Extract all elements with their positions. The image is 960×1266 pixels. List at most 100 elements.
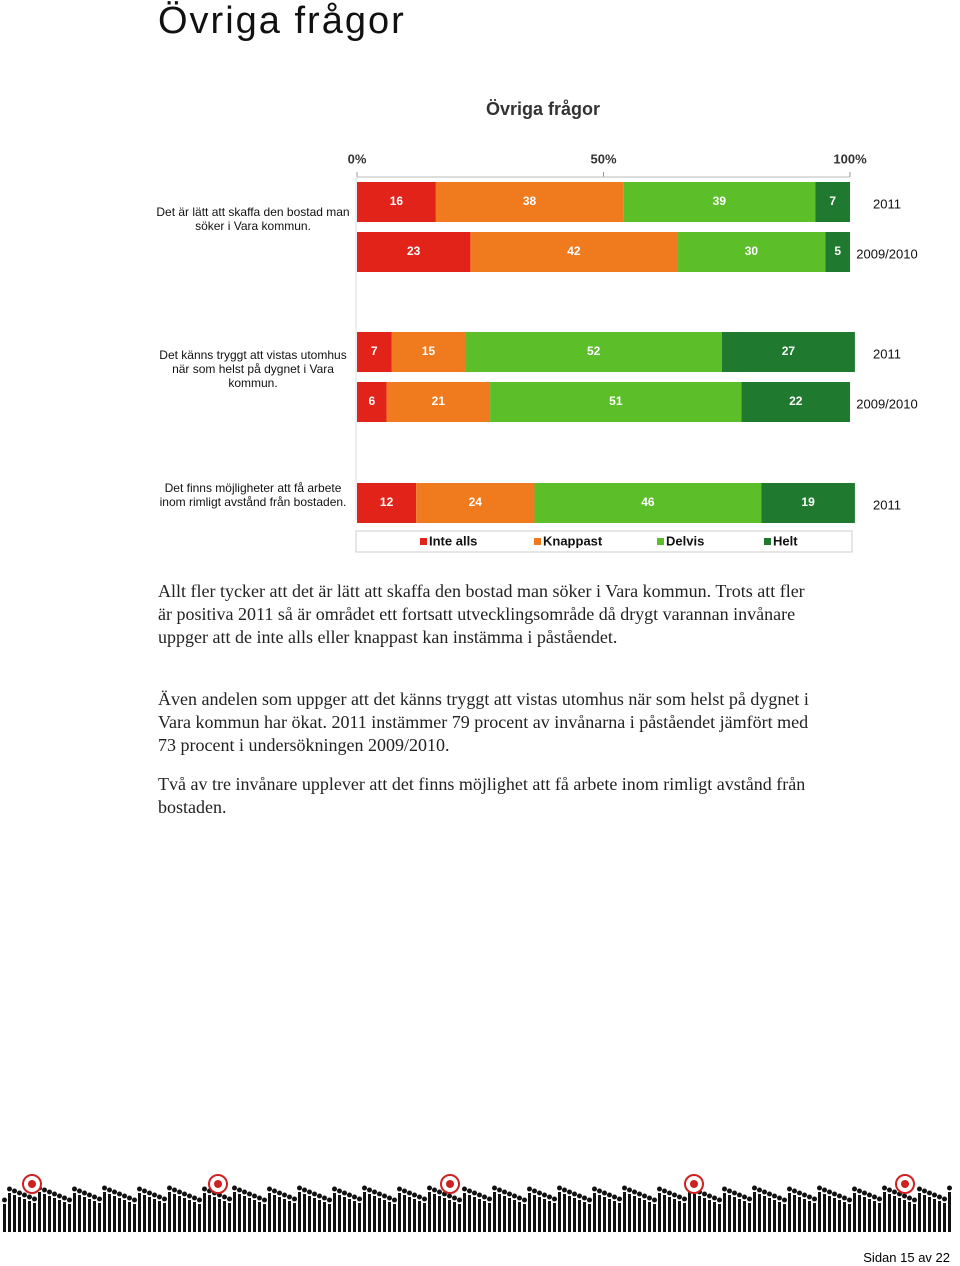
- silhouette: [868, 1199, 871, 1232]
- silhouette: [23, 1199, 26, 1232]
- silhouette-head: [637, 1191, 642, 1197]
- bar-segment: [470, 232, 678, 272]
- silhouette-head: [57, 1193, 62, 1199]
- data-label: 42: [567, 244, 581, 258]
- silhouette-head: [417, 1194, 422, 1200]
- silhouette-head: [842, 1195, 847, 1201]
- legend-swatch: [657, 538, 664, 545]
- silhouette: [138, 1193, 141, 1232]
- silhouette-head: [267, 1186, 272, 1192]
- data-label: 39: [713, 194, 727, 208]
- target-icon: [446, 1180, 454, 1188]
- silhouette-head: [502, 1189, 507, 1195]
- bar-segment: [357, 232, 471, 272]
- silhouette: [13, 1195, 16, 1232]
- silhouette-head: [907, 1195, 912, 1201]
- silhouette-head: [477, 1192, 482, 1198]
- bar-segment: [391, 332, 466, 372]
- silhouette: [698, 1196, 701, 1232]
- data-label: 16: [390, 194, 404, 208]
- silhouette-head: [762, 1189, 767, 1195]
- silhouette: [68, 1204, 71, 1232]
- silhouette-head: [87, 1192, 92, 1198]
- silhouette: [183, 1198, 186, 1232]
- silhouette-head: [202, 1186, 207, 1192]
- silhouette: [618, 1203, 621, 1232]
- silhouette-head: [562, 1187, 567, 1193]
- silhouette: [148, 1197, 151, 1232]
- data-label: 19: [801, 495, 815, 509]
- silhouette-head: [147, 1190, 152, 1196]
- silhouette-head: [777, 1195, 782, 1201]
- silhouette-head: [892, 1189, 897, 1195]
- silhouette: [883, 1192, 886, 1232]
- bar-segment: [761, 483, 855, 523]
- silhouette-head: [752, 1185, 757, 1191]
- silhouette-head: [377, 1191, 382, 1197]
- silhouette-head: [67, 1197, 72, 1203]
- silhouette: [903, 1200, 906, 1232]
- silhouette: [863, 1197, 866, 1232]
- silhouette: [668, 1197, 671, 1232]
- silhouette-head: [362, 1185, 367, 1191]
- silhouette-head: [592, 1186, 597, 1192]
- silhouette: [938, 1201, 941, 1232]
- silhouette-head: [832, 1191, 837, 1197]
- silhouette: [393, 1204, 396, 1232]
- silhouette-head: [62, 1195, 67, 1201]
- silhouette: [158, 1201, 161, 1232]
- silhouette: [818, 1192, 821, 1232]
- silhouette: [838, 1200, 841, 1232]
- silhouette-head: [127, 1195, 132, 1201]
- silhouette-head: [627, 1187, 632, 1193]
- silhouette: [168, 1192, 171, 1232]
- silhouette-head: [602, 1190, 607, 1196]
- silhouette-head: [97, 1196, 102, 1202]
- silhouette-head: [292, 1196, 297, 1202]
- category-label: 2011: [873, 196, 901, 211]
- silhouette-head: [597, 1188, 602, 1194]
- silhouette: [948, 1192, 951, 1232]
- silhouette-head: [402, 1188, 407, 1194]
- silhouette-head: [517, 1195, 522, 1201]
- silhouette-head: [792, 1188, 797, 1194]
- silhouette-head: [947, 1185, 952, 1191]
- silhouette-head: [787, 1186, 792, 1192]
- silhouette-head: [807, 1194, 812, 1200]
- silhouette: [608, 1199, 611, 1232]
- silhouette-head: [277, 1190, 282, 1196]
- silhouette-head: [712, 1195, 717, 1201]
- silhouette: [723, 1193, 726, 1232]
- data-label: 23: [407, 244, 421, 258]
- silhouette-head: [497, 1187, 502, 1193]
- silhouette: [683, 1203, 686, 1232]
- silhouette-head: [532, 1188, 537, 1194]
- silhouette-head: [837, 1193, 842, 1199]
- silhouette-head: [157, 1194, 162, 1200]
- silhouette: [768, 1198, 771, 1232]
- silhouette: [813, 1203, 816, 1232]
- silhouette-head: [482, 1194, 487, 1200]
- silhouette: [413, 1199, 416, 1232]
- silhouette: [873, 1201, 876, 1232]
- silhouette-head: [407, 1190, 412, 1196]
- silhouette-head: [177, 1189, 182, 1195]
- silhouette-head: [142, 1188, 147, 1194]
- silhouette-head: [742, 1194, 747, 1200]
- data-label: 30: [745, 244, 759, 258]
- silhouette: [718, 1204, 721, 1232]
- silhouette: [728, 1195, 731, 1232]
- silhouette: [288, 1201, 291, 1232]
- bar-segment: [357, 182, 436, 222]
- silhouette: [733, 1197, 736, 1232]
- bar-segment: [357, 332, 392, 372]
- data-label: 46: [641, 495, 655, 509]
- silhouette-head: [122, 1193, 127, 1199]
- legend-label: Delvis: [666, 533, 704, 548]
- silhouette: [263, 1204, 266, 1232]
- silhouette-head: [882, 1185, 887, 1191]
- silhouette-head: [242, 1189, 247, 1195]
- data-label: 22: [789, 394, 803, 408]
- legend-label: Knappast: [543, 533, 603, 548]
- target-icon: [28, 1180, 36, 1188]
